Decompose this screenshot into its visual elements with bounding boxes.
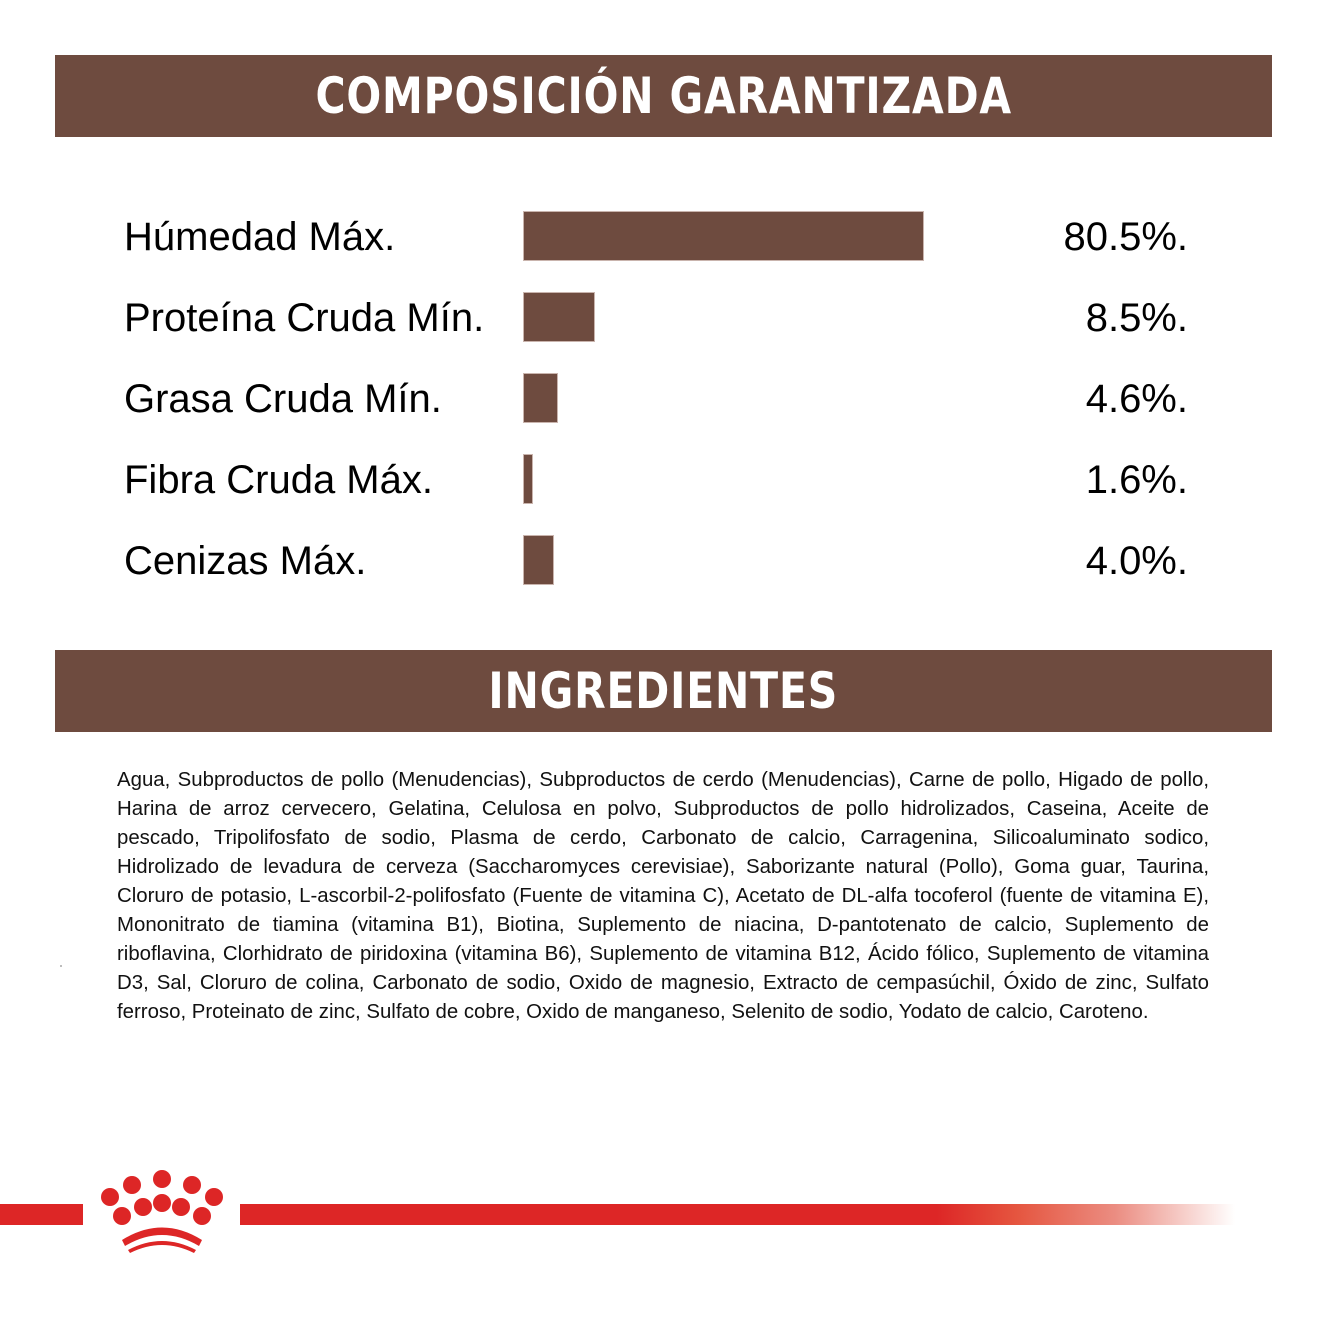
row-bar — [523, 454, 533, 504]
row-bar — [523, 292, 595, 342]
row-value: 1.6%. — [1085, 458, 1188, 502]
row-bar — [523, 373, 558, 423]
brand-stripe-right — [240, 1204, 1235, 1225]
ingredients-title: INGREDIENTES — [488, 662, 839, 720]
row-label: Grasa Cruda Mín. — [124, 377, 442, 421]
stray-dot — [60, 965, 62, 967]
row-value: 4.0%. — [1085, 539, 1188, 583]
chart-row: Fibra Cruda Máx. 1.6%. — [0, 454, 1320, 506]
crown-icon — [101, 1170, 223, 1253]
row-label: Proteína Cruda Mín. — [124, 296, 485, 340]
row-label: Fibra Cruda Máx. — [124, 458, 433, 502]
composition-bar-chart: Húmedad Máx. 80.5%. Proteína Cruda Mín. … — [0, 0, 1320, 640]
ingredients-text: Agua, Subproductos de pollo (Menudencias… — [117, 769, 1209, 1024]
row-label: Húmedad Máx. — [124, 215, 396, 259]
chart-row: Húmedad Máx. 80.5%. — [0, 211, 1320, 263]
row-bar — [523, 535, 554, 585]
brand-stripe-left — [0, 1204, 83, 1225]
row-bar — [523, 211, 924, 261]
chart-row: Grasa Cruda Mín. 4.6%. — [0, 373, 1320, 425]
composition-header-banner: COMPOSICIÓN GARANTIZADA — [55, 55, 1272, 137]
chart-row: Proteína Cruda Mín. 8.5%. — [0, 292, 1320, 344]
row-label: Cenizas Máx. — [124, 539, 367, 583]
chart-row: Cenizas Máx. 4.0%. — [0, 535, 1320, 587]
ingredients-header-banner: INGREDIENTES — [55, 650, 1272, 732]
row-value: 8.5%. — [1085, 296, 1188, 340]
row-value: 80.5%. — [1063, 215, 1188, 259]
row-value: 4.6%. — [1085, 377, 1188, 421]
composition-title: COMPOSICIÓN GARANTIZADA — [315, 67, 1012, 125]
